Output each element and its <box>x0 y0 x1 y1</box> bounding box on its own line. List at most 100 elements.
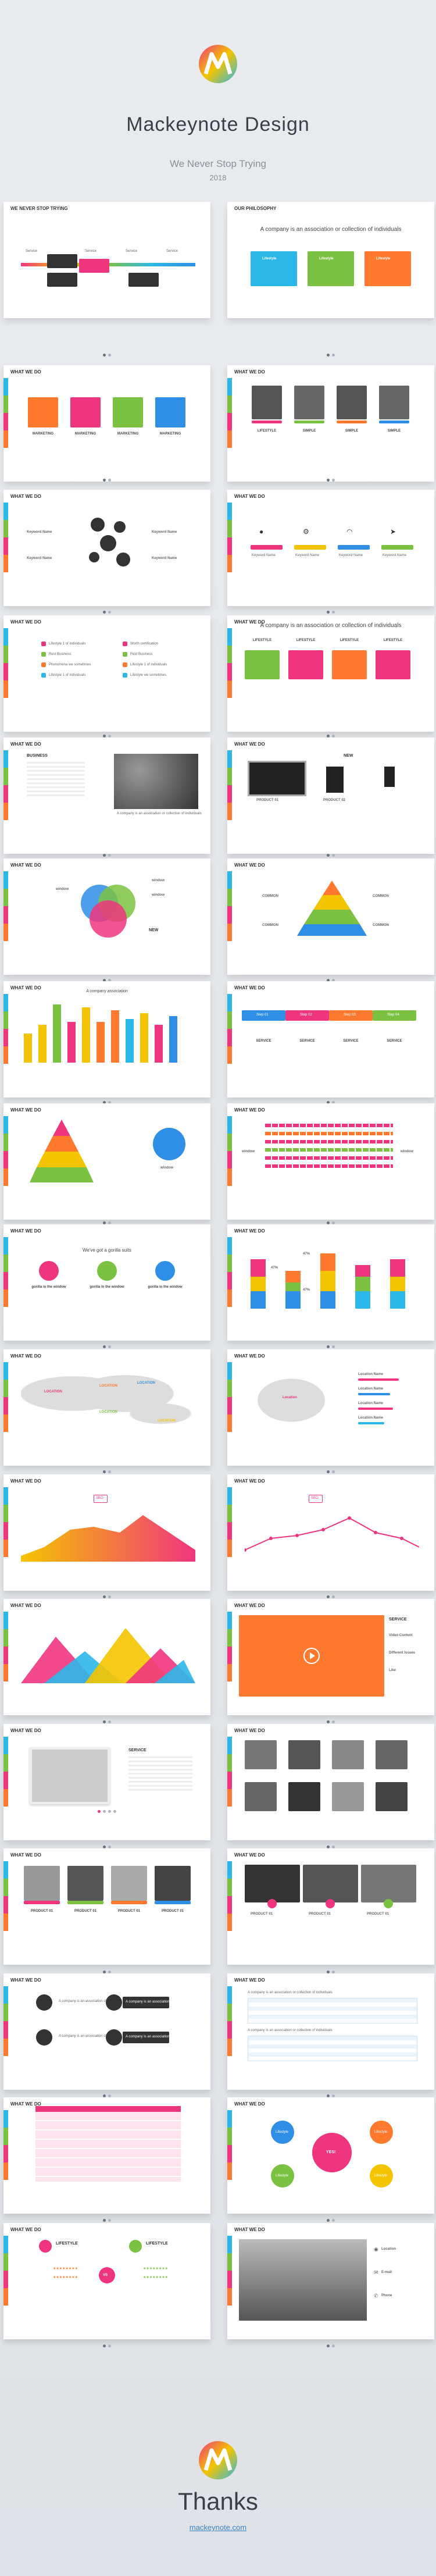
slide-nav[interactable] <box>227 352 434 359</box>
slide-6[interactable]: WHAT WE DO ● ⚙ ◠ ➤ Keyword Name Keyword … <box>227 490 434 606</box>
windows-icon <box>113 397 143 427</box>
list-item: Lifestyle 1 of individuals <box>130 663 167 667</box>
slide-nav[interactable] <box>227 2093 434 2100</box>
slide-12[interactable]: WHAT WE DO COMMON COMMON COMMON COMMON <box>227 858 434 975</box>
product-image <box>303 1865 358 1902</box>
location-label: Location Name <box>358 1373 384 1376</box>
tile-label: MARKETING <box>32 432 54 436</box>
slide-nav[interactable] <box>227 1969 434 1976</box>
slide-nav[interactable] <box>3 2093 210 2100</box>
slide-10[interactable]: WHAT WE DO NEW PRODUCT 01 PRODUCT 02 <box>227 737 434 854</box>
slide-nav[interactable] <box>227 1594 434 1601</box>
slide-15[interactable]: WHAT WE DO window <box>3 1103 210 1220</box>
slide-18[interactable]: WHAT WE DO 47% 47% 47% <box>227 1224 434 1341</box>
vs-badge <box>99 2267 115 2283</box>
slide-nav[interactable] <box>227 2217 434 2224</box>
slide-30[interactable]: WHAT WE DO A company is an association o… <box>227 1973 434 2090</box>
slide-3[interactable]: WHAT WE DO MARKETING MARKETING MARKETING… <box>3 365 210 482</box>
slide-nav[interactable] <box>227 2343 434 2350</box>
slide-24[interactable]: WHAT WE DO SERVICE Video Content Differe… <box>227 1599 434 1715</box>
list-item: Rest Business <box>49 653 72 656</box>
slide-29[interactable]: WHAT WE DO A company is an association o… <box>3 1973 210 2090</box>
slide-nav[interactable] <box>227 733 434 740</box>
country-map <box>239 1367 344 1434</box>
slide-17[interactable]: WHAT WE DO We've got a gorilla suits gor… <box>3 1224 210 1341</box>
slide-1[interactable]: WE NEVER STOP TRYING Service Service Ser… <box>3 202 210 318</box>
circle-icon <box>384 1899 393 1908</box>
slide-5[interactable]: WHAT WE DO Keyword Name Keyword Name Key… <box>3 490 210 606</box>
slide-title: WHAT WE DO <box>10 985 41 991</box>
slide-nav[interactable] <box>227 1469 434 1476</box>
slide-23[interactable]: WHAT WE DO <box>3 1599 210 1715</box>
slide-nav[interactable] <box>3 1594 210 1601</box>
keyword-label: Keyword Name <box>152 557 177 560</box>
step-arrow <box>285 1010 329 1021</box>
slide-nav[interactable] <box>3 1719 210 1726</box>
page-title: Mackeynote Design <box>126 113 310 136</box>
list-item: A company is an association of <box>59 2000 107 2003</box>
circle-icon <box>39 2240 52 2253</box>
slide-title: WHAT WE DO <box>10 1107 41 1113</box>
slide-nav[interactable] <box>3 1469 210 1476</box>
windows-icon <box>28 397 58 427</box>
slide-11[interactable]: WHAT WE DO window window window NEW <box>3 858 210 975</box>
keyword-label: Keyword Name <box>152 530 177 534</box>
slide-13[interactable]: WHAT WE DO A company association <box>3 981 210 1098</box>
slide-20[interactable]: WHAT WE DO Location Location Name Locati… <box>227 1349 434 1466</box>
slide-nav[interactable] <box>227 852 434 859</box>
step-label: Service <box>26 250 38 253</box>
slide-title: WHAT WE DO <box>234 1353 265 1359</box>
slide-nav[interactable] <box>227 1099 434 1106</box>
slide-9[interactable]: WHAT WE DO BUSINESS A company is an asso… <box>3 737 210 854</box>
slide-nav[interactable] <box>227 977 434 984</box>
slide-nav[interactable] <box>227 1719 434 1726</box>
slide-28[interactable]: WHAT WE DO PRODUCT 01 PRODUCT 01 PRODUCT… <box>227 1848 434 1965</box>
slide-nav[interactable] <box>227 609 434 616</box>
website-link[interactable]: mackeynote.com <box>189 2523 247 2532</box>
slide-nav[interactable] <box>3 977 210 984</box>
slide-nav[interactable] <box>227 1844 434 1851</box>
slide-nav[interactable] <box>3 1969 210 1976</box>
slide-nav[interactable] <box>3 609 210 616</box>
slide-nav[interactable] <box>3 2217 210 2224</box>
slide-nav[interactable] <box>3 852 210 859</box>
slide-32[interactable]: WHAT WE DO YES! Lifestyle Lifestyle Life… <box>227 2097 434 2214</box>
play-icon[interactable] <box>303 1647 320 1665</box>
slide-22[interactable]: WHAT WE DO SEO <box>227 1474 434 1591</box>
slide-nav[interactable] <box>3 1220 210 1227</box>
slide-27[interactable]: WHAT WE DO PRODUCT 01 PRODUCT 01 PRODUCT… <box>3 1848 210 1965</box>
slide-4[interactable]: WHAT WE DO LIFESTYLE SIMPLE SIMPLE SIMPL… <box>227 365 434 482</box>
slide-nav[interactable] <box>3 733 210 740</box>
slide-8[interactable]: WHAT WE DO A company is an association o… <box>227 615 434 732</box>
slide-nav[interactable] <box>3 2343 210 2350</box>
slide-34[interactable]: WHAT WE DO ◉ ✉ ✆ Location E-mail Phone <box>227 2223 434 2339</box>
slide-7[interactable]: WHAT WE DO Lifestyle 1 of individuals Re… <box>3 615 210 732</box>
tile-label: SIMPLE <box>302 429 316 433</box>
slide-19[interactable]: WHAT WE DO LOCATION LOCATION LOCATION LO… <box>3 1349 210 1466</box>
product-image <box>67 1866 103 1901</box>
slide-21[interactable]: WHAT WE DO SEO <box>3 1474 210 1591</box>
slide-nav[interactable] <box>227 1344 434 1351</box>
slide-nav[interactable] <box>3 1344 210 1351</box>
world-map <box>21 1367 195 1434</box>
slide-2[interactable]: OUR PHILOSOPHY A company is an associati… <box>227 202 434 318</box>
send-icon: ➤ <box>390 528 396 536</box>
slide-nav[interactable] <box>3 1099 210 1106</box>
slide-nav[interactable] <box>227 477 434 484</box>
slide-33[interactable]: WHAT WE DO VS LIFESTYLE LIFESTYLE ★★★★★★… <box>3 2223 210 2339</box>
carousel-dots[interactable] <box>3 1808 210 1815</box>
slide-nav[interactable] <box>3 352 210 359</box>
compare-label: LIFESTYLE <box>146 2242 168 2246</box>
slide-nav[interactable] <box>3 477 210 484</box>
slide-nav[interactable] <box>3 1844 210 1851</box>
side-rail <box>3 1362 8 1432</box>
hub-label: YES! <box>326 2150 336 2154</box>
slide-14[interactable]: WHAT WE DO Step 01 Step 02 Step 03 Step … <box>227 981 434 1098</box>
tooltip <box>309 1495 323 1503</box>
slide-31[interactable]: WHAT WE DO <box>3 2097 210 2214</box>
slide-title: WHAT WE DO <box>10 1353 41 1359</box>
slide-16[interactable]: WHAT WE DO window window <box>227 1103 434 1220</box>
slide-26[interactable]: WHAT WE DO <box>227 1724 434 1840</box>
slide-nav[interactable] <box>227 1220 434 1227</box>
slide-25[interactable]: WHAT WE DO SERVICE <box>3 1724 210 1840</box>
